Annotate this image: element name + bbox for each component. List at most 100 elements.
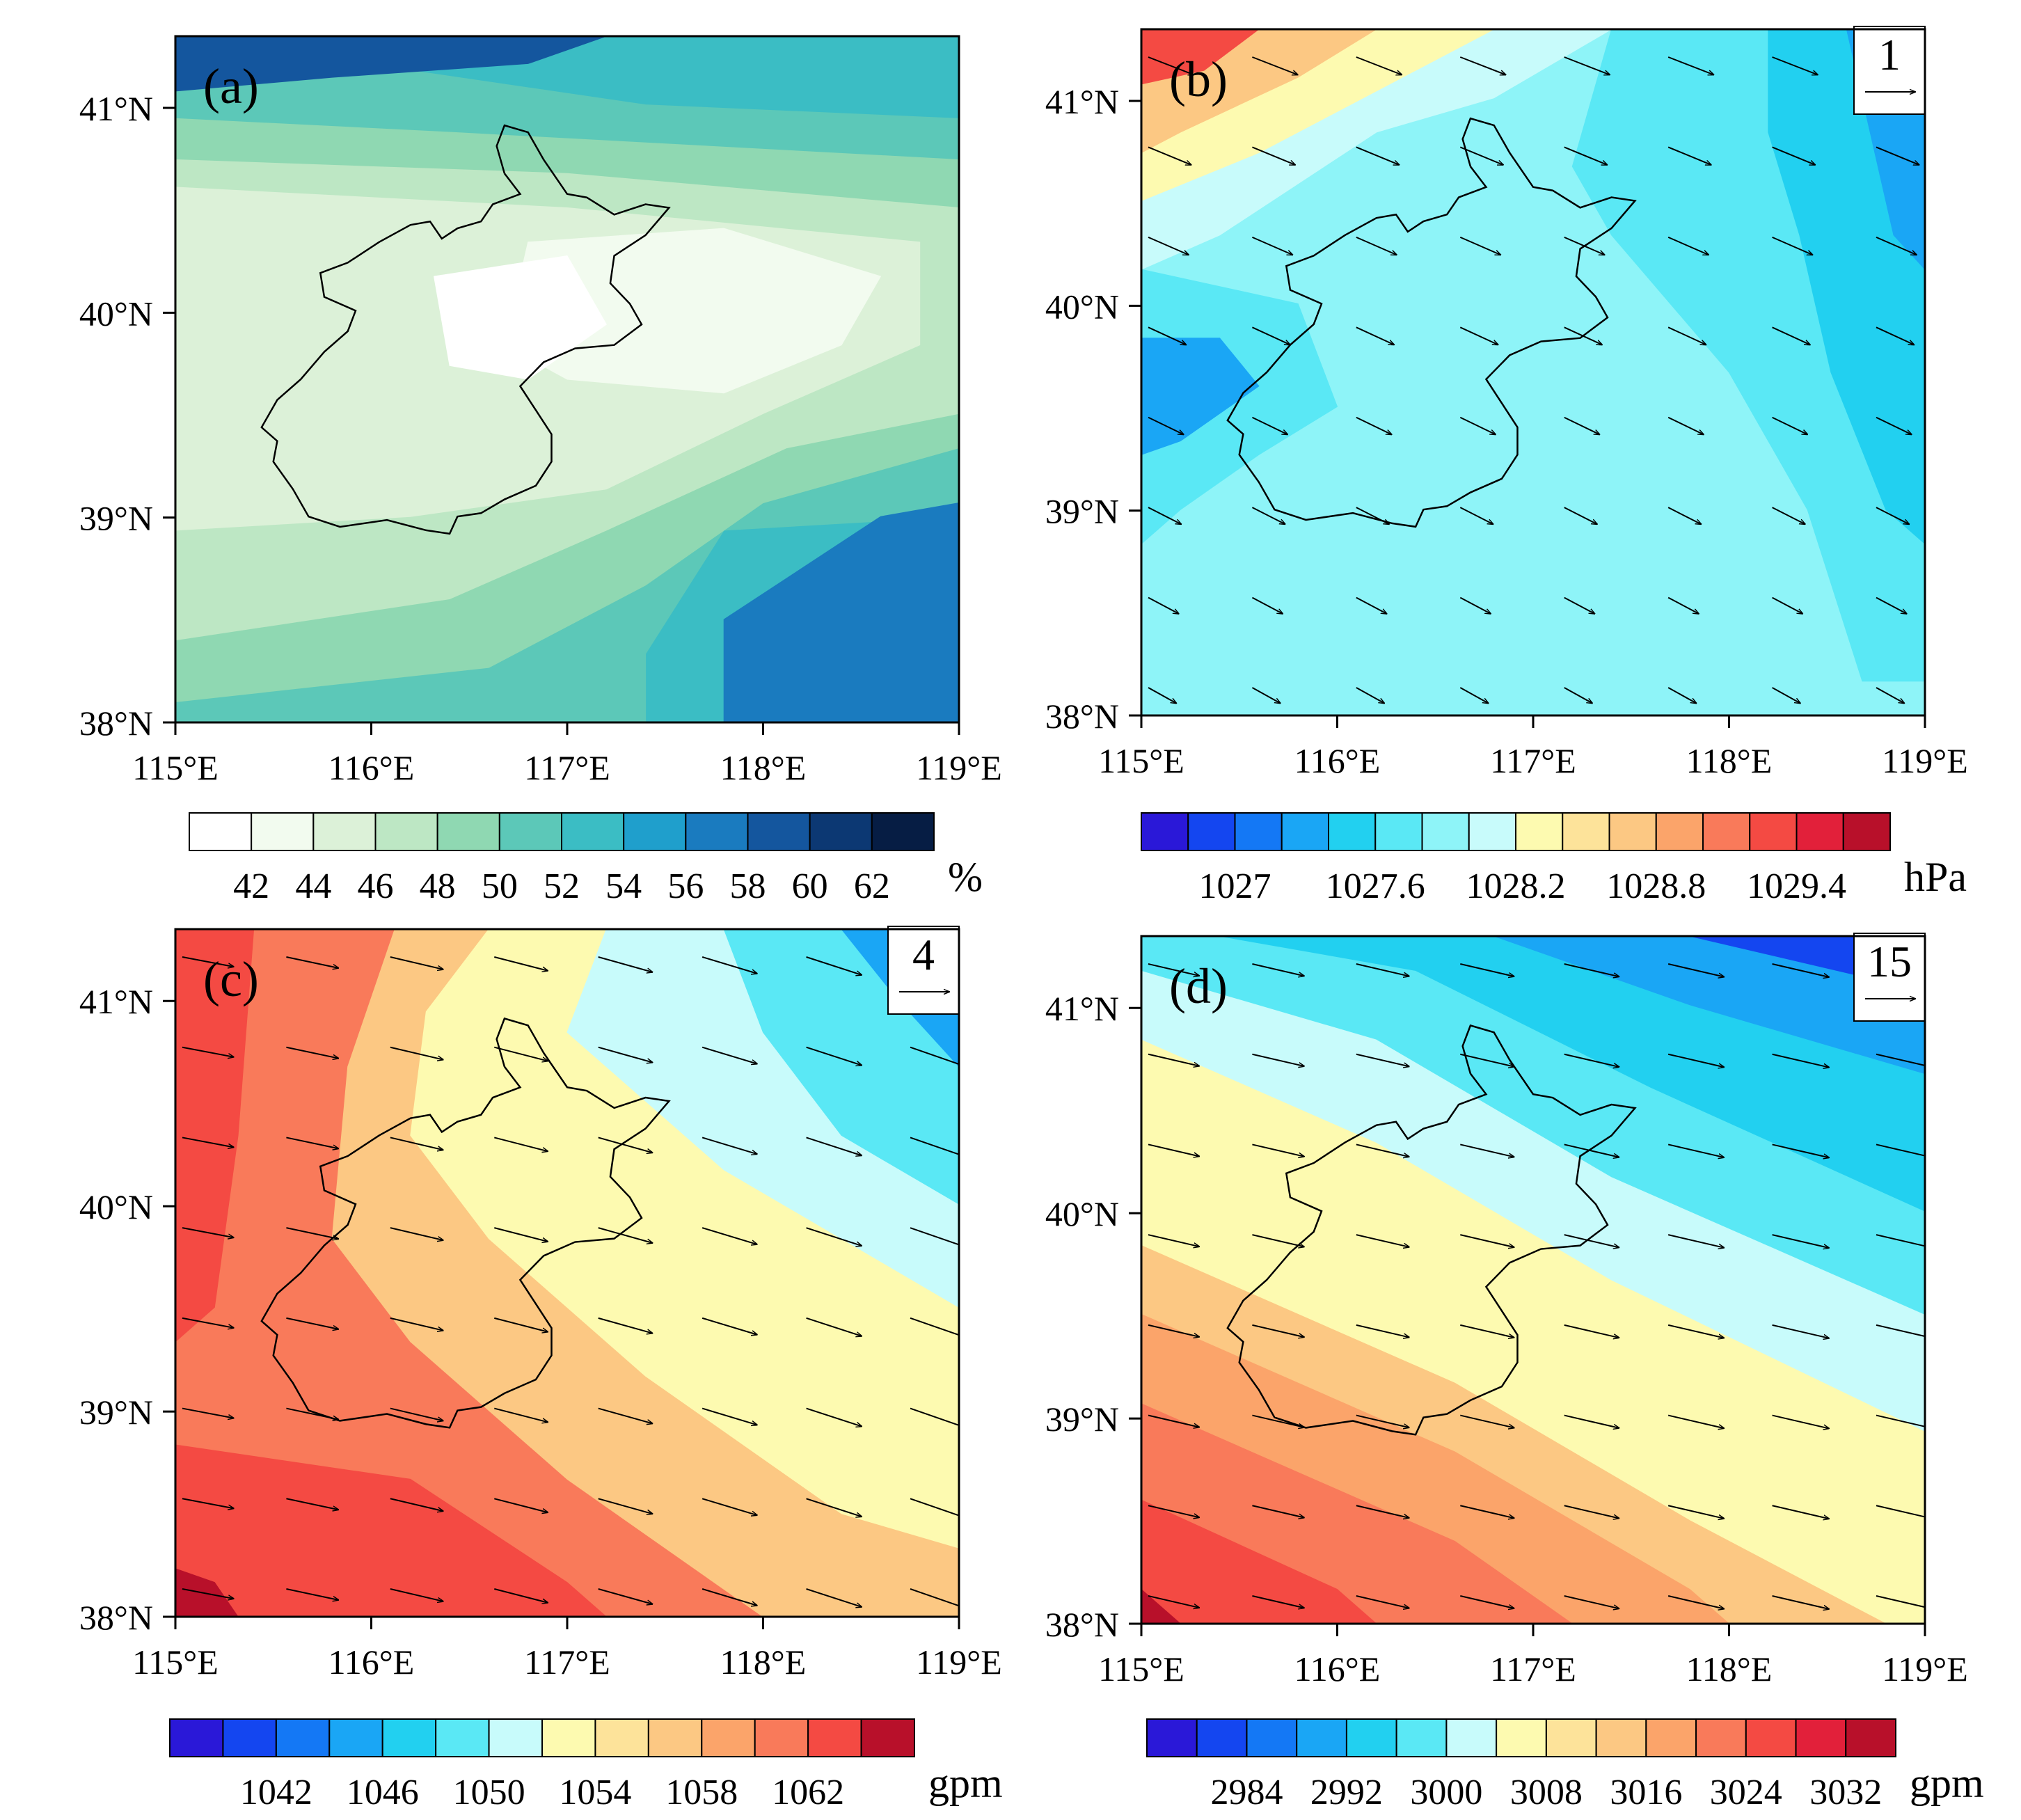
colorbar-swatch [374,812,438,851]
wind-arrow [1564,236,1605,255]
wind-arrow [702,1227,757,1244]
wind-arrow [182,1317,234,1328]
wind-arrow [910,1317,959,1336]
wind-arrow [910,1046,959,1066]
colorbar-swatch [647,1718,703,1757]
colorbar-swatch [189,812,253,851]
colorbar-swatch [1468,812,1516,851]
colorbar-swatch [1328,812,1377,851]
wind-vectors-b [1148,56,1921,703]
wind-arrow [1667,596,1699,614]
wind-arrow [1564,596,1595,614]
wind-arrow [1356,1414,1409,1428]
wind-arrow [1252,236,1292,255]
wind-arrow [1251,416,1287,435]
colorbar-tick-label: 1027 [1199,867,1271,906]
wind-arrow [1460,1505,1514,1518]
wind-arrow [1667,1414,1724,1429]
colorbar-swatch [312,812,377,851]
colorbar-swatch [1296,1718,1347,1757]
colorbar-swatch [1695,1718,1747,1757]
wind-arrow [1356,1144,1409,1157]
wind-arrow [1459,146,1503,164]
lat-tick-label: 39°N [1045,1400,1119,1439]
wind-arrow [286,956,338,968]
wind-arrow [702,1498,757,1515]
wind-arrow [1876,236,1917,255]
colorbar-swatch [1395,1718,1448,1757]
wind-arrow [806,1498,862,1517]
wind-arrow [1251,596,1283,614]
wind-arrow [1459,507,1493,524]
wind-arrow [1564,963,1619,976]
wind-arrow [1148,1505,1199,1517]
wind-arrow [1876,326,1914,345]
wind-arrow [598,1588,653,1604]
colorbar-swatch [1141,812,1189,851]
wind-arrow [910,1498,959,1517]
colorbar-swatch [1515,812,1564,851]
colorbar-swatch [1562,812,1610,851]
lon-tick-label: 119°E [916,1643,1002,1681]
wind-arrow [1772,1234,1829,1248]
wind-arrow [1148,326,1186,345]
colorbar-tick-label: 1054 [559,1773,631,1812]
wind-arrow [910,1137,959,1155]
colorbar-tick-label: 44 [295,867,331,906]
lon-tick-label: 118°E [1686,1649,1773,1688]
wind-arrow [1459,687,1488,703]
wind-arrow [390,1317,443,1331]
colorbar-tick-label: 42 [233,867,269,906]
colorbar-swatch [685,812,749,851]
beijing-boundary [260,1017,671,1429]
wind-arrow [286,1317,338,1329]
wind-arrow [1772,1414,1829,1429]
wind-arrow [1564,1505,1619,1518]
reference-vector-box: 15 [1853,933,1926,1022]
wind-arrow [1356,687,1384,703]
map-panel-c: 4 (c) 115°E 116°E 117°E 118°E 119°E 41°N 40°N 39°… [79,926,1003,1812]
beijing-boundary [1226,1024,1637,1436]
lat-tick-label: 38°N [79,1598,153,1637]
wind-arrow [1772,416,1808,435]
colorbar-swatch [1655,812,1704,851]
colorbar-swatch [1421,812,1470,851]
wind-arrow [1252,56,1297,74]
wind-arrow [494,1588,548,1603]
colorbar-swatch [871,812,935,851]
wind-arrow [1460,1324,1514,1338]
lon-tick-label: 117°E [524,1643,610,1681]
colorbar-tick-label: 1058 [665,1773,738,1812]
wind-arrow [1148,146,1191,164]
colorbar-swatch [754,1718,809,1757]
colorbar-swatch [561,812,625,851]
wind-arrow [1564,1414,1619,1428]
lat-tick-label: 38°N [1045,697,1119,736]
colorbar-swatch [436,812,500,851]
lat-tick-label: 41°N [1045,989,1119,1028]
wind-arrow [1564,1234,1619,1247]
colorbar-swatch [860,1718,915,1757]
wind-arrow [1772,1053,1829,1068]
wind-arrow [286,1046,338,1059]
reference-vector-label: 15 [1867,937,1912,986]
lon-tick-label: 116°E [328,1643,415,1681]
colorbar-tick-label: 3024 [1710,1773,1782,1812]
colorbar-tick-label: 58 [730,867,766,906]
colorbar-tick-label: 1029.4 [1747,867,1846,906]
colorbar-swatch [1281,812,1329,851]
wind-arrow [182,1137,234,1147]
colorbar-swatch [1842,812,1891,851]
wind-arrow [1772,146,1816,164]
wind-vectors-d [1148,963,1925,1609]
lon-tick-label: 115°E [132,748,219,787]
wind-arrow [286,1137,338,1148]
colorbar-b: 1027 1027.6 1028.2 1028.8 1029.4 hPa [1141,812,1967,906]
lat-tick-label: 41°N [79,89,153,128]
lon-tick-label: 116°E [1294,741,1381,780]
wind-arrow [286,1227,338,1239]
lat-tick-label: 39°N [79,499,153,538]
map-panel-b: 1 (b) 115°E 116°E 117°E 118°E 119°E 41°N 40°N 39°… [1045,26,1968,906]
colorbar-swatch [701,1718,756,1757]
